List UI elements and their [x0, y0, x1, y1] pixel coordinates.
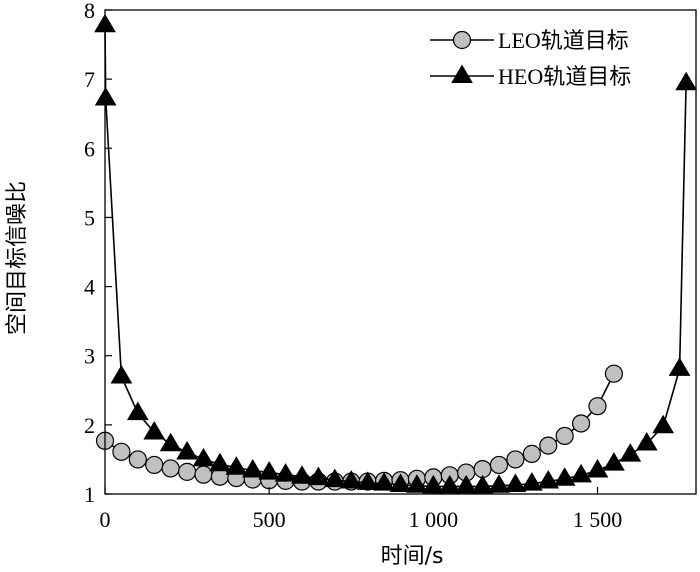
data-point: [225, 456, 248, 475]
data-point: [194, 465, 213, 484]
x-tick-label: 1 500: [573, 507, 623, 532]
data-point: [522, 444, 541, 463]
data-point: [112, 442, 131, 461]
data-point: [652, 414, 675, 434]
x-tick-label: 500: [253, 507, 286, 532]
legend-label-leo: LEO轨道目标: [498, 28, 629, 53]
y-tick-label: 1: [84, 482, 95, 507]
data-point: [553, 467, 576, 486]
data-point: [291, 465, 313, 484]
series-leo: [95, 364, 624, 491]
data-point: [110, 364, 133, 384]
data-point: [192, 447, 215, 467]
legend-label-heo: HEO轨道目标: [498, 64, 631, 89]
data-point: [455, 474, 478, 494]
data-point: [406, 474, 428, 493]
y-axis-title: 空间目标信噪比: [5, 181, 30, 335]
plot-frame: [104, 9, 697, 495]
data-point: [323, 468, 346, 488]
data-point: [588, 397, 607, 416]
data-point: [258, 461, 281, 480]
data-point: [389, 473, 412, 493]
y-tick-label: 4: [84, 275, 95, 300]
legend: LEO轨道目标 HEO轨道目标: [430, 28, 631, 89]
y-tick-label: 5: [84, 205, 95, 230]
data-point: [506, 450, 525, 469]
data-point: [675, 71, 698, 91]
data-point: [635, 432, 658, 451]
series-heo: [94, 13, 698, 494]
y-tick-label: 7: [84, 67, 95, 92]
data-point: [668, 357, 691, 376]
data-point: [161, 459, 180, 478]
data-point: [539, 436, 558, 455]
data-point: [438, 474, 461, 494]
legend-marker-heo: [451, 64, 473, 83]
y-tick-label: 6: [84, 136, 95, 161]
data-point: [241, 459, 264, 478]
data-point: [356, 471, 379, 490]
data-point: [307, 466, 330, 486]
x-tick-label: 1 000: [409, 507, 459, 532]
data-point: [340, 470, 363, 489]
data-point: [373, 472, 395, 491]
data-point: [209, 452, 231, 472]
data-point: [159, 432, 182, 452]
data-point: [145, 455, 164, 475]
data-point: [604, 364, 624, 383]
series-line: [104, 25, 687, 488]
ticks-layer: 0 500 1 000 1 500 1 2 3 4 5 6 7 8: [84, 0, 622, 532]
y-tick-label: 2: [84, 413, 95, 438]
x-axis-title: 时间/s: [381, 544, 444, 569]
series-layer: [94, 13, 698, 494]
data-point: [571, 414, 591, 433]
data-point: [603, 452, 625, 471]
y-tick-label: 3: [84, 344, 95, 369]
y-tick-label: 8: [84, 0, 95, 23]
data-point: [471, 474, 494, 494]
data-point: [143, 420, 166, 440]
data-point: [586, 459, 609, 478]
data-point: [176, 441, 198, 460]
data-point: [555, 426, 574, 446]
data-point: [128, 450, 147, 469]
axes-layer: [104, 9, 697, 495]
data-point: [504, 473, 527, 493]
data-point: [570, 463, 592, 483]
legend-marker-leo: [452, 30, 472, 50]
data-point: [126, 401, 149, 421]
data-point: [520, 472, 543, 491]
x-tick-label: 0: [100, 507, 111, 532]
data-point: [274, 463, 297, 482]
data-point: [537, 470, 560, 489]
data-point: [488, 474, 510, 493]
data-point: [94, 87, 117, 106]
data-point: [619, 443, 642, 462]
data-point: [489, 455, 509, 475]
